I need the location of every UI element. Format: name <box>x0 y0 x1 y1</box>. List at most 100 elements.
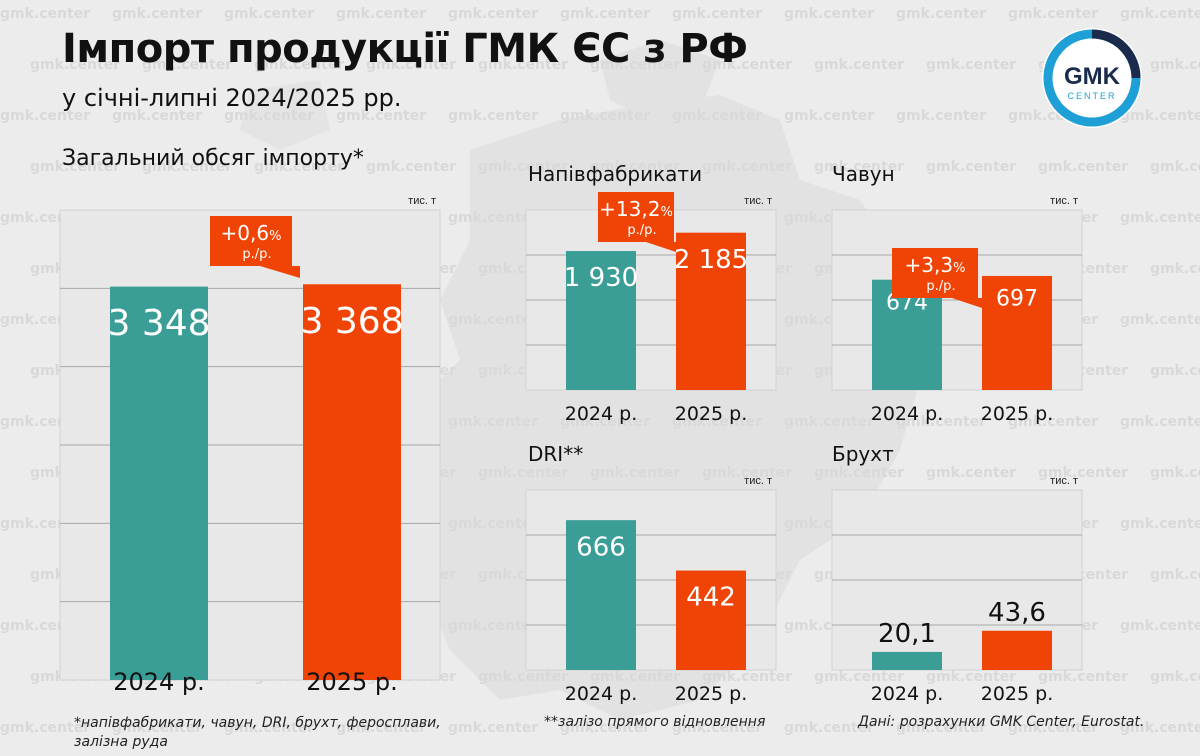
page-title: Імпорт продукції ГМК ЄС з РФ <box>62 26 748 72</box>
watermark-text: gmk.center <box>560 6 651 22</box>
watermark-text: gmk.center <box>224 720 315 736</box>
watermark-text: gmk.center <box>590 465 681 481</box>
data-label: 442 <box>686 583 736 613</box>
footnote-source: Дані: розрахунки GMK Center, Eurostat. <box>858 714 1145 730</box>
unit-label: тис. т <box>408 195 436 207</box>
watermark-text: gmk.center <box>112 720 203 736</box>
watermark-text: gmk.center <box>478 57 569 73</box>
watermark-text: gmk.center <box>1120 312 1200 328</box>
footnote-products-line2: залізна руда <box>74 734 168 750</box>
data-label: 2 185 <box>674 245 748 275</box>
watermark-text: gmk.center <box>590 669 681 685</box>
bar-2025 <box>676 570 746 670</box>
category-label: 2024 р. <box>871 683 944 705</box>
watermark-text: gmk.center <box>814 669 905 685</box>
watermark-text: gmk.center <box>560 108 651 124</box>
watermark-text: gmk.center <box>478 465 569 481</box>
watermark-text: gmk.center <box>926 465 1017 481</box>
gmk-center-logo: GMK CENTER <box>1042 28 1142 128</box>
watermark-text: gmk.center <box>1008 720 1099 736</box>
watermark-text: gmk.center <box>702 669 793 685</box>
watermark-text: gmk.center <box>1008 414 1099 430</box>
watermark-text: gmk.center <box>590 57 681 73</box>
watermark-text: gmk.center <box>896 6 987 22</box>
bar-2024 <box>872 279 942 390</box>
watermark-text: gmk.center <box>784 108 875 124</box>
watermark-text: gmk.center <box>366 57 457 73</box>
watermark-text: gmk.center <box>478 159 569 175</box>
watermark-text: gmk.center <box>142 57 233 73</box>
watermark-text: gmk.center <box>702 465 793 481</box>
watermark-text: gmk.center <box>814 159 905 175</box>
change-badge: +0,6% р./р. <box>210 216 300 278</box>
watermark-text: gmk.center <box>672 6 763 22</box>
watermark-text: gmk.center <box>30 159 121 175</box>
chart-scrap: тис. т 20,1 2024 р. 43,6 2025 р. <box>831 475 1083 705</box>
data-label: 20,1 <box>878 619 936 649</box>
watermark-text: gmk.center <box>448 312 539 328</box>
watermark-text: gmk.center <box>702 159 793 175</box>
watermark-text: gmk.center <box>448 210 539 226</box>
data-label: 43,6 <box>988 598 1046 628</box>
watermark-text: gmk.center <box>784 414 875 430</box>
footnote-products-line1: *напівфабрикати, чавун, DRI, брухт, феро… <box>74 715 441 731</box>
category-label: 2024 р. <box>565 403 638 425</box>
watermark-text: gmk.center <box>702 57 793 73</box>
category-label: 2024 р. <box>565 683 638 705</box>
watermark-text: gmk.center <box>672 108 763 124</box>
change-value: +13,2% <box>599 197 673 221</box>
watermark-text: gmk.center <box>448 516 539 532</box>
watermark-text: gmk.center <box>254 57 345 73</box>
change-unit: р./р. <box>926 279 955 294</box>
bar-2025 <box>982 630 1052 670</box>
change-badge: +3,3% р./р. <box>892 248 982 308</box>
footnote-products: *напівфабрикати, чавун, DRI, брухт, феро… <box>74 714 441 752</box>
change-value: +0,6% <box>221 221 282 245</box>
change-unit: р./р. <box>242 247 271 262</box>
category-label: 2025 р. <box>981 403 1054 425</box>
page-subtitle: у січні-липні 2024/2025 рр. <box>62 84 402 112</box>
bar-2024 <box>566 251 636 390</box>
data-label: 3 348 <box>107 303 210 344</box>
watermark-text: gmk.center <box>1150 669 1200 685</box>
change-badge-box <box>598 192 674 242</box>
chart-title-pig-iron: Чавун <box>832 162 895 186</box>
watermark-text: gmk.center <box>1038 159 1129 175</box>
change-badge-pointer <box>646 242 676 252</box>
unit-label: тис. т <box>744 475 772 487</box>
watermark-text: gmk.center <box>0 720 91 736</box>
watermark-text: gmk.center <box>254 159 345 175</box>
watermark-text: gmk.center <box>896 414 987 430</box>
category-label: 2025 р. <box>306 668 398 696</box>
unit-label: тис. т <box>1050 475 1078 487</box>
watermark-text: gmk.center <box>30 57 121 73</box>
watermark-text: gmk.center <box>926 57 1017 73</box>
watermark-text: gmk.center <box>1150 261 1200 277</box>
change-badge: +13,2% р./р. <box>598 192 676 252</box>
watermark-text: gmk.center <box>1120 414 1200 430</box>
watermark-text: gmk.center <box>560 720 651 736</box>
data-label: 3 368 <box>300 301 403 342</box>
watermark-text: gmk.center <box>336 720 427 736</box>
watermark-text: gmk.center <box>448 414 539 430</box>
watermark-text: gmk.center <box>112 6 203 22</box>
watermark-text: gmk.center <box>448 720 539 736</box>
bar-2024 <box>110 286 208 680</box>
watermark-text: gmk.center <box>112 108 203 124</box>
chart-title-total: Загальний обсяг імпорту* <box>62 146 364 171</box>
data-label: 666 <box>576 532 626 562</box>
chart-title-dri: DRI** <box>528 442 584 466</box>
watermark-text: gmk.center <box>448 108 539 124</box>
watermark-text: gmk.center <box>224 6 315 22</box>
bar-2025 <box>676 232 746 390</box>
category-label: 2024 р. <box>113 668 205 696</box>
change-badge-box <box>210 216 292 266</box>
data-label: 1 930 <box>564 263 638 293</box>
watermark-text: gmk.center <box>0 6 91 22</box>
unit-label: тис. т <box>1050 195 1078 207</box>
change-unit: р./р. <box>627 223 656 238</box>
watermark-text: gmk.center <box>1008 6 1099 22</box>
watermark-text: gmk.center <box>1120 516 1200 532</box>
bar-2024 <box>872 651 942 670</box>
